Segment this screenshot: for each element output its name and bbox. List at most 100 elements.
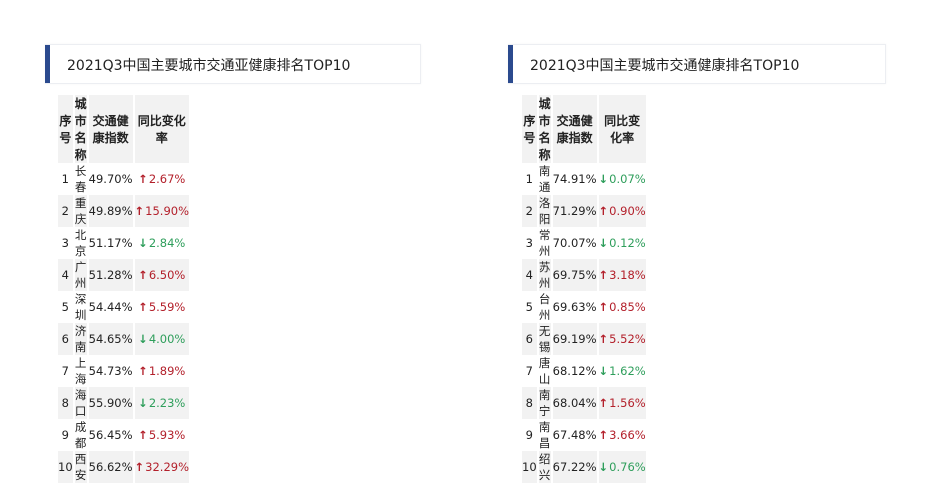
table-row: 7 唐山 68.12% ↓1.62% [522, 355, 646, 387]
title-accent-bar [508, 45, 513, 83]
arrow-up-icon: ↑ [138, 428, 148, 442]
city-cell: 深圳 [74, 292, 87, 322]
rank-cell: 6 [522, 323, 537, 355]
change-cell: ↑5.52% [598, 323, 646, 355]
rank-cell: 8 [58, 387, 73, 419]
table-header-row: 序号 城市名称 交通健康指数 同比变化率 [522, 95, 646, 163]
change-value: 3.66% [609, 428, 646, 442]
arrow-up-icon: ↑ [598, 428, 609, 442]
arrow-up-icon: ↑ [134, 460, 145, 474]
change-cell: ↓1.62% [599, 355, 646, 387]
panel-title: 2021Q3中国主要城市交通健康排名TOP10 [530, 58, 800, 74]
arrow-up-icon: ↑ [138, 300, 148, 314]
table-row: 9 南昌 67.48% ↑3.66% [522, 419, 646, 451]
rank-cell: 6 [58, 323, 73, 355]
index-cell: 54.73% [88, 364, 133, 378]
city-cell: 西安 [74, 451, 87, 483]
change-cell: ↓0.12% [599, 227, 646, 259]
header-city: 城市名称 [74, 95, 87, 163]
table-row: 10 绍兴 67.22% ↓0.76% [522, 451, 646, 483]
change-value: 5.59% [148, 300, 186, 314]
index-cell: 49.70% [88, 172, 133, 186]
change-value: 5.93% [148, 428, 186, 442]
rank-cell: 1 [61, 172, 69, 186]
city-cell: 北京 [74, 228, 87, 258]
rank-cell: 3 [61, 236, 69, 250]
table-row: 10 西安 56.62% ↑32.29% [58, 451, 190, 483]
rank-cell: 2 [522, 195, 537, 227]
change-value: 2.67% [148, 172, 186, 186]
rank-cell: 5 [61, 300, 69, 314]
table-row: 2 洛阳 71.29% ↑0.90% [522, 195, 646, 227]
ranking-table: 序号 城市名称 交通健康指数 同比变化率 1 长春 49.70% ↑2.67% 2 重庆 49.8… [56, 95, 191, 483]
arrow-down-icon: ↓ [598, 236, 609, 250]
table-row: 2 重庆 49.89% ↑15.90% [58, 195, 190, 227]
change-value: 1.62% [609, 364, 646, 378]
table-header-row: 序号 城市名称 交通健康指数 同比变化率 [58, 95, 190, 163]
change-value: 32.29% [145, 460, 190, 474]
change-value: 6.50% [148, 268, 186, 282]
header-rank: 序号 [522, 95, 537, 163]
arrow-up-icon: ↑ [138, 172, 148, 186]
index-cell: 69.19% [552, 323, 597, 355]
arrow-down-icon: ↓ [138, 396, 148, 410]
rank-cell: 1 [525, 172, 533, 186]
city-cell: 苏州 [538, 259, 551, 291]
change-cell: ↑6.50% [134, 259, 190, 291]
change-cell: ↑2.67% [135, 163, 190, 195]
city-cell: 上海 [74, 356, 87, 386]
header-change: 同比变化率 [134, 95, 190, 163]
rank-cell: 9 [525, 428, 533, 442]
change-value: 2.84% [148, 236, 186, 250]
change-cell: ↑3.66% [599, 419, 646, 451]
arrow-up-icon: ↑ [598, 268, 609, 282]
change-value: 0.12% [609, 236, 646, 250]
index-cell: 69.63% [552, 300, 597, 314]
city-cell: 海口 [74, 387, 87, 419]
title-accent-bar [45, 45, 50, 83]
index-cell: 56.45% [88, 428, 133, 442]
city-cell: 南宁 [538, 387, 551, 419]
change-cell: ↓2.84% [135, 227, 190, 259]
table-row: 3 北京 51.17% ↓2.84% [58, 227, 189, 259]
change-cell: ↑1.89% [135, 355, 190, 387]
header-index: 交通健康指数 [88, 95, 133, 163]
city-cell: 绍兴 [538, 451, 551, 483]
arrow-up-icon: ↑ [598, 396, 609, 410]
index-cell: 67.22% [552, 451, 597, 483]
city-cell: 广州 [74, 259, 87, 291]
rank-cell: 8 [522, 387, 537, 419]
change-value: 5.52% [609, 332, 646, 346]
arrow-up-icon: ↑ [134, 204, 145, 218]
arrow-down-icon: ↓ [598, 172, 609, 186]
header-rank: 序号 [58, 95, 73, 163]
table-row: 3 常州 70.07% ↓0.12% [522, 227, 646, 259]
rank-cell: 2 [58, 195, 73, 227]
change-cell: ↑0.85% [599, 291, 646, 323]
header-city: 城市名称 [538, 95, 551, 163]
change-cell: ↑5.59% [135, 291, 190, 323]
index-cell: 69.75% [552, 259, 597, 291]
index-cell: 55.90% [88, 387, 133, 419]
arrow-up-icon: ↑ [598, 332, 609, 346]
change-cell: ↑3.18% [598, 259, 646, 291]
change-value: 4.00% [148, 332, 186, 346]
rank-cell: 4 [522, 259, 537, 291]
index-cell: 51.17% [88, 236, 133, 250]
change-value: 0.85% [609, 300, 646, 314]
table-row: 4 广州 51.28% ↑6.50% [58, 259, 190, 291]
change-cell: ↓4.00% [134, 323, 190, 355]
rank-cell: 10 [522, 451, 537, 483]
index-cell: 54.65% [88, 323, 133, 355]
table-row: 5 台州 69.63% ↑0.85% [522, 291, 646, 323]
city-cell: 南通 [538, 164, 551, 194]
arrow-up-icon: ↑ [138, 364, 148, 378]
index-cell: 54.44% [88, 300, 133, 314]
arrow-down-icon: ↓ [598, 460, 609, 474]
table-row: 4 苏州 69.75% ↑3.18% [522, 259, 646, 291]
rank-cell: 3 [525, 236, 533, 250]
arrow-down-icon: ↓ [598, 364, 609, 378]
change-value: 0.90% [609, 204, 646, 218]
table-row: 8 南宁 68.04% ↑1.56% [522, 387, 646, 419]
change-cell: ↑15.90% [134, 195, 190, 227]
